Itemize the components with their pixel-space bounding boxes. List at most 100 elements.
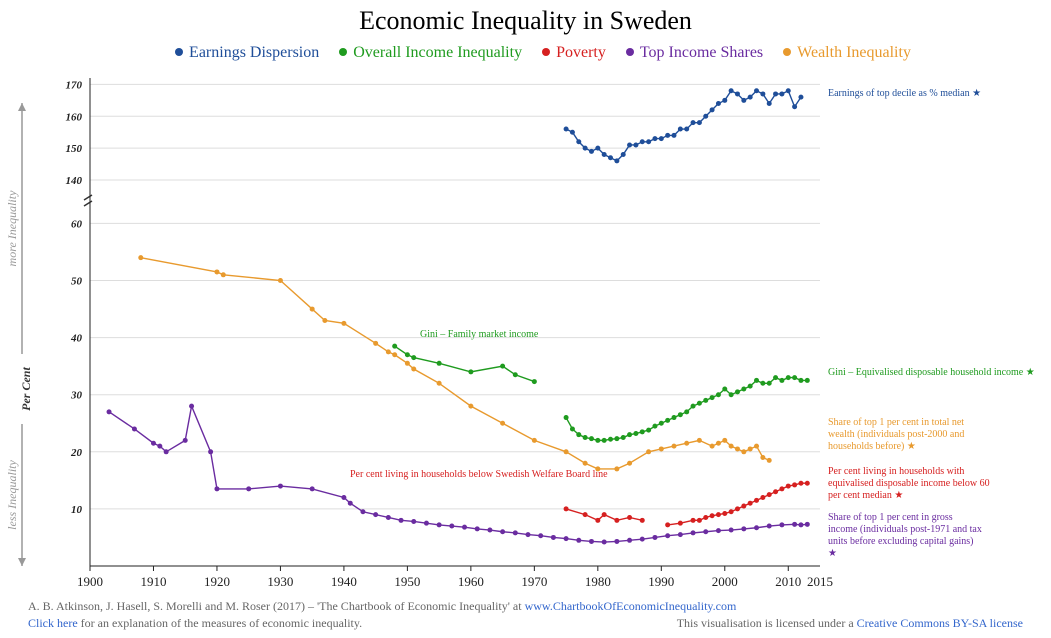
series-marker: [576, 432, 581, 437]
series-marker: [722, 387, 727, 392]
series-marker: [672, 133, 677, 138]
series-marker: [437, 522, 442, 527]
series-annotation: Per cent living in households below Swed…: [350, 469, 608, 480]
series-marker: [564, 506, 569, 511]
axis-break-icon: [84, 195, 92, 206]
series-marker: [652, 136, 657, 141]
series-annotation: Share of top 1 per cent in total net: [828, 417, 964, 428]
x-tick-label: 1960: [458, 574, 484, 589]
series-marker: [798, 378, 803, 383]
series-marker: [595, 466, 600, 471]
license-link[interactable]: Creative Commons BY-SA license: [857, 616, 1023, 630]
series-marker: [729, 88, 734, 93]
series-marker: [697, 438, 702, 443]
series-marker: [310, 307, 315, 312]
series-marker: [754, 88, 759, 93]
series-marker: [602, 512, 607, 517]
series-marker: [208, 449, 213, 454]
series-marker: [614, 158, 619, 163]
y-tick-label: 30: [70, 390, 83, 402]
series-marker: [805, 481, 810, 486]
footer-attribution: A. B. Atkinson, J. Hasell, S. Morelli an…: [28, 599, 525, 613]
series-annotation: per cent median ★: [828, 490, 903, 501]
series-marker: [373, 341, 378, 346]
series-marker: [411, 519, 416, 524]
y-tick-label: 150: [66, 143, 83, 155]
series-marker: [411, 367, 416, 372]
explanation-link[interactable]: Click here: [28, 616, 78, 630]
series-marker: [399, 518, 404, 523]
series-marker: [608, 437, 613, 442]
series-annotation: Earnings of top decile as % median ★: [828, 88, 981, 99]
series-marker: [754, 525, 759, 530]
series-marker: [595, 146, 600, 151]
series-marker: [716, 441, 721, 446]
series-marker: [729, 528, 734, 533]
footer-explanation-text: for an explanation of the measures of ec…: [81, 616, 362, 630]
series-marker: [760, 495, 765, 500]
more-inequality-label: more Inequality: [5, 190, 19, 267]
chartbook-link[interactable]: www.ChartbookOfEconomicInequality.com: [525, 599, 737, 613]
series-marker: [583, 461, 588, 466]
series-marker: [691, 120, 696, 125]
series-marker: [710, 444, 715, 449]
series-marker: [614, 518, 619, 523]
series-annotation: Share of top 1 per cent in gross: [828, 512, 953, 523]
series-marker: [741, 449, 746, 454]
series-annotation: Per cent living in households with: [828, 466, 964, 477]
series-marker: [583, 512, 588, 517]
series-annotation: households before) ★: [828, 441, 916, 452]
series-marker: [767, 492, 772, 497]
y-tick-label: 40: [70, 333, 83, 345]
x-tick-label: 1980: [585, 574, 611, 589]
series-marker: [278, 484, 283, 489]
series-marker: [564, 536, 569, 541]
series-marker: [487, 528, 492, 533]
series-marker: [500, 529, 505, 534]
series-marker: [646, 449, 651, 454]
x-tick-label: 1940: [331, 574, 357, 589]
series-marker: [659, 136, 664, 141]
x-tick-label: 1910: [140, 574, 166, 589]
series-marker: [341, 495, 346, 500]
y-axis-label: Per Cent: [19, 367, 33, 411]
series-marker: [576, 538, 581, 543]
series-marker: [697, 401, 702, 406]
series-marker: [468, 404, 473, 409]
series-marker: [754, 444, 759, 449]
series-marker: [538, 533, 543, 538]
series-marker: [614, 539, 619, 544]
series-marker: [792, 104, 797, 109]
series-line-gini_disp: [566, 378, 807, 441]
series-line-wealth: [141, 258, 769, 469]
series-marker: [595, 438, 600, 443]
series-marker: [405, 361, 410, 366]
series-marker: [386, 349, 391, 354]
series-marker: [665, 522, 670, 527]
series-line-earnings_top_decile: [566, 91, 801, 161]
series-marker: [754, 498, 759, 503]
series-marker: [341, 321, 346, 326]
series-marker: [678, 412, 683, 417]
series-marker: [710, 395, 715, 400]
series-marker: [564, 415, 569, 420]
series-marker: [672, 444, 677, 449]
series-marker: [652, 424, 657, 429]
series-marker: [684, 409, 689, 414]
series-marker: [627, 515, 632, 520]
series-annotation: wealth (individuals post-2000 and: [828, 429, 964, 440]
series-marker: [583, 146, 588, 151]
series-marker: [437, 361, 442, 366]
series-marker: [792, 522, 797, 527]
series-marker: [513, 372, 518, 377]
y-tick-label: 10: [71, 504, 83, 516]
series-marker: [798, 95, 803, 100]
y-tick-label: 170: [66, 79, 83, 91]
series-marker: [710, 107, 715, 112]
series-marker: [792, 482, 797, 487]
series-marker: [716, 512, 721, 517]
series-marker: [773, 91, 778, 96]
series-marker: [665, 533, 670, 538]
series-marker: [741, 98, 746, 103]
series-marker: [462, 525, 467, 530]
